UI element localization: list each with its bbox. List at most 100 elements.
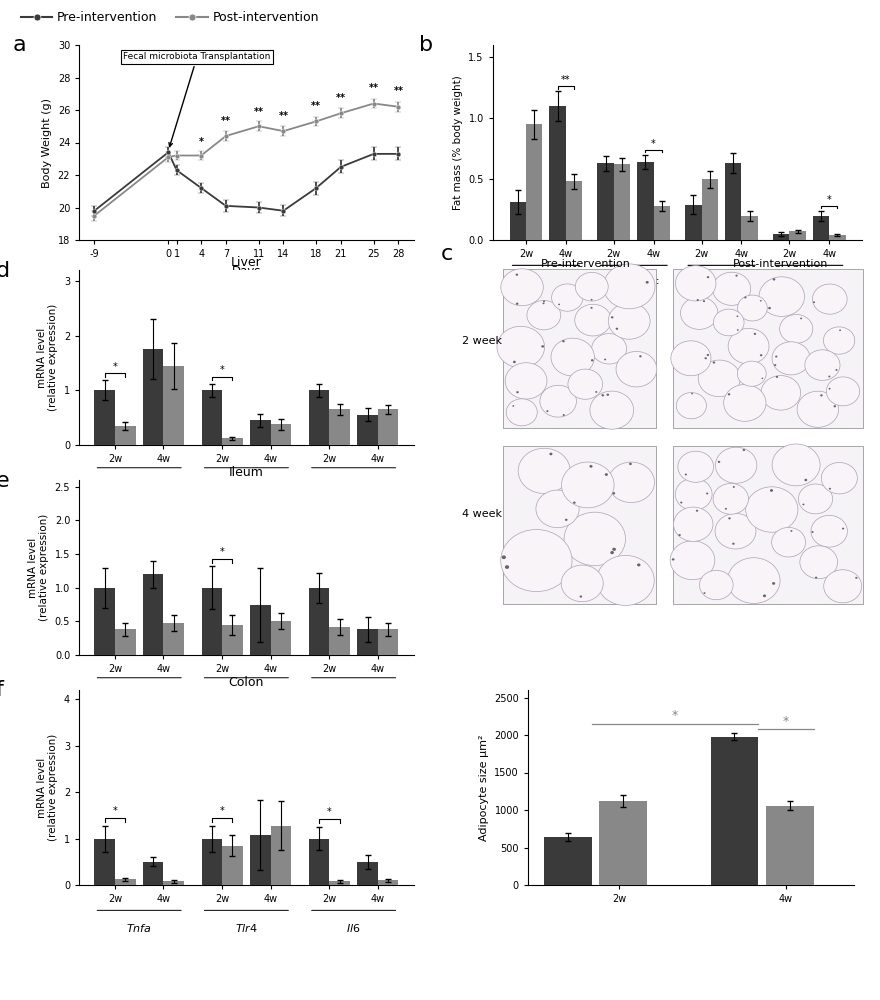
Circle shape — [540, 385, 576, 417]
Bar — [222, 625, 243, 655]
Circle shape — [616, 328, 618, 330]
Text: $\it{Tnfa}$: $\it{Tnfa}$ — [126, 478, 152, 490]
Circle shape — [580, 595, 583, 598]
Bar — [222, 846, 243, 885]
Circle shape — [685, 474, 687, 475]
Circle shape — [601, 394, 604, 396]
Text: $\it{Il6}$: $\it{Il6}$ — [346, 478, 361, 490]
Circle shape — [729, 517, 730, 519]
Circle shape — [605, 359, 606, 360]
Circle shape — [568, 369, 603, 399]
Circle shape — [761, 376, 801, 410]
Circle shape — [826, 377, 860, 406]
Bar — [202, 839, 222, 885]
Bar — [357, 629, 378, 655]
Text: **: ** — [278, 111, 289, 121]
Circle shape — [561, 565, 604, 602]
Text: *: * — [783, 715, 789, 728]
Bar — [202, 588, 222, 655]
Circle shape — [811, 531, 814, 533]
Circle shape — [675, 478, 712, 510]
Circle shape — [512, 405, 514, 407]
Circle shape — [718, 461, 720, 463]
Circle shape — [678, 451, 714, 482]
Text: b: b — [419, 35, 433, 55]
Text: **: ** — [253, 106, 264, 116]
Text: *: * — [827, 195, 832, 205]
Circle shape — [604, 264, 655, 309]
Text: Fecal microbiota Transplantation: Fecal microbiota Transplantation — [123, 52, 271, 146]
Text: *: * — [113, 362, 117, 372]
Circle shape — [541, 345, 544, 348]
Circle shape — [562, 414, 565, 416]
Circle shape — [706, 493, 708, 494]
Circle shape — [676, 266, 716, 301]
Text: *: * — [199, 137, 203, 147]
Circle shape — [516, 274, 518, 276]
Text: 2 week: 2 week — [462, 336, 502, 346]
Circle shape — [774, 364, 776, 366]
Circle shape — [680, 502, 682, 503]
Text: *: * — [651, 139, 656, 149]
Title: Ileum: Ileum — [229, 466, 264, 479]
Circle shape — [824, 570, 862, 603]
Circle shape — [728, 393, 730, 395]
Text: c: c — [441, 244, 453, 264]
Bar — [357, 415, 378, 445]
Y-axis label: Adipocyte size µm²: Adipocyte size µm² — [479, 734, 488, 841]
Text: e: e — [0, 471, 9, 491]
Bar — [309, 390, 329, 445]
Bar — [613, 164, 630, 240]
Circle shape — [671, 541, 715, 580]
Circle shape — [597, 555, 654, 605]
Circle shape — [723, 384, 766, 421]
Bar — [329, 409, 350, 445]
Bar — [637, 162, 654, 240]
Circle shape — [728, 328, 769, 364]
Circle shape — [551, 338, 594, 376]
Bar — [598, 163, 613, 240]
Circle shape — [829, 388, 831, 390]
Circle shape — [612, 492, 615, 495]
Bar — [378, 880, 399, 885]
Circle shape — [527, 300, 561, 330]
Text: *: * — [220, 547, 224, 557]
Circle shape — [798, 484, 832, 514]
Bar — [686, 205, 701, 240]
Text: **: ** — [561, 75, 570, 85]
Bar — [503, 269, 656, 428]
Text: *: * — [220, 806, 224, 816]
Text: Post-intervention: Post-intervention — [732, 259, 828, 269]
Circle shape — [558, 304, 560, 305]
Text: *: * — [327, 807, 332, 817]
Circle shape — [725, 508, 727, 510]
Circle shape — [745, 487, 798, 532]
Circle shape — [611, 316, 613, 318]
Circle shape — [772, 342, 810, 375]
Circle shape — [763, 594, 766, 597]
Circle shape — [744, 296, 746, 298]
Circle shape — [506, 399, 538, 426]
Bar — [510, 202, 526, 240]
Circle shape — [605, 473, 608, 476]
Circle shape — [804, 479, 807, 481]
Y-axis label: mRNA level
(relative expression): mRNA level (relative expression) — [27, 514, 49, 621]
Circle shape — [542, 302, 545, 304]
Bar — [329, 881, 350, 885]
Circle shape — [828, 376, 831, 377]
Circle shape — [713, 272, 751, 305]
Circle shape — [713, 483, 749, 514]
Bar — [309, 588, 329, 655]
Bar — [789, 231, 806, 240]
Circle shape — [728, 558, 780, 603]
Title: Colon: Colon — [229, 676, 264, 689]
Circle shape — [501, 269, 543, 306]
Y-axis label: Fat mass (% body weight): Fat mass (% body weight) — [453, 75, 463, 210]
Circle shape — [700, 570, 733, 600]
Y-axis label: Body Weight (g): Body Weight (g) — [42, 98, 52, 188]
Bar — [544, 837, 591, 885]
Text: Pre-intervention: Pre-intervention — [541, 259, 631, 269]
Title: Liver: Liver — [231, 256, 261, 269]
Circle shape — [707, 354, 709, 356]
Circle shape — [616, 351, 656, 387]
